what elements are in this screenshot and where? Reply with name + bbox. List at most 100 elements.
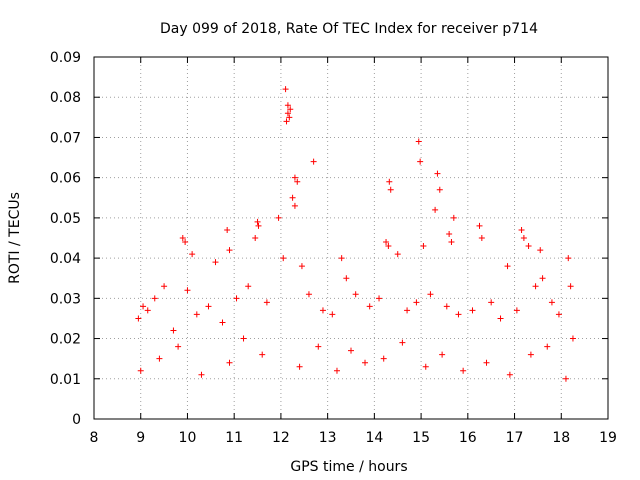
data-point — [179, 235, 186, 241]
data-point — [525, 243, 532, 250]
y-tick-label: 0.06 — [50, 171, 81, 187]
x-tick-label: 14 — [365, 430, 383, 446]
data-point — [161, 283, 168, 290]
data-point — [184, 287, 191, 294]
data-point — [446, 230, 453, 237]
data-point — [383, 239, 390, 246]
data-point — [289, 194, 296, 201]
data-point — [387, 186, 394, 193]
data-point — [280, 255, 287, 262]
data-point — [420, 243, 427, 250]
data-point — [140, 303, 147, 310]
data-point — [333, 367, 340, 374]
y-tick-label: 0.02 — [50, 332, 81, 348]
y-tick-labels: 0 0.01 0.02 0.03 0.04 0.05 0.06 0.07 0.08 0.09 — [50, 50, 81, 428]
data-point — [488, 299, 495, 306]
data-point — [417, 158, 424, 165]
data-point — [476, 222, 483, 229]
data-point — [415, 138, 422, 145]
data-point — [413, 299, 420, 306]
x-tick-label: 18 — [552, 430, 570, 446]
data-point — [144, 307, 151, 314]
data-point — [443, 303, 450, 310]
data-point — [175, 343, 182, 350]
data-point — [399, 339, 406, 346]
data-point — [385, 243, 392, 250]
data-point — [497, 315, 504, 322]
data-point — [151, 295, 158, 302]
data-point — [193, 311, 200, 318]
data-point — [315, 343, 322, 350]
grid-lines — [94, 57, 608, 419]
x-tick-label: 17 — [506, 430, 524, 446]
data-point — [506, 371, 513, 378]
data-point — [282, 86, 289, 93]
data-point — [569, 335, 576, 342]
data-point — [544, 343, 551, 350]
data-point — [455, 311, 462, 318]
data-point — [156, 355, 163, 362]
data-point — [439, 351, 446, 358]
data-point — [135, 315, 142, 322]
data-point — [532, 283, 539, 290]
data-point — [240, 335, 247, 342]
data-point — [212, 259, 219, 266]
y-tick-label: 0.01 — [50, 372, 81, 388]
data-point — [305, 291, 312, 298]
data-point — [182, 239, 189, 246]
y-tick-label: 0.03 — [50, 291, 81, 307]
data-point — [448, 239, 455, 246]
data-point — [226, 359, 233, 366]
x-tick-label: 19 — [599, 430, 617, 446]
data-point — [469, 307, 476, 314]
data-point — [348, 347, 354, 354]
x-tick-label: 8 — [90, 430, 99, 446]
data-point — [362, 359, 369, 366]
chart-title: Day 099 of 2018, Rate Of TEC Index for r… — [160, 21, 538, 37]
x-tick-label: 11 — [225, 430, 243, 446]
x-tick-label: 13 — [319, 430, 337, 446]
data-point — [252, 235, 259, 241]
data-point — [198, 371, 205, 378]
x-axis-label: GPS time / hours — [290, 459, 407, 475]
data-point — [291, 202, 298, 209]
data-point — [394, 251, 401, 258]
x-tick-label: 15 — [412, 430, 430, 446]
data-point — [338, 255, 345, 262]
data-point — [460, 367, 467, 374]
data-point — [284, 102, 291, 109]
data-point — [376, 295, 383, 302]
x-tick-label: 9 — [136, 430, 145, 446]
y-axis-label: ROTI / TECUs — [7, 192, 23, 284]
y-tick-label: 0.05 — [50, 211, 81, 227]
x-tick-label: 12 — [272, 430, 290, 446]
data-point — [259, 351, 266, 358]
data-point — [137, 367, 144, 374]
x-tick-labels: 8 9 10 11 12 13 14 15 16 17 18 19 — [90, 430, 617, 446]
data-point — [319, 307, 326, 314]
data-point — [283, 118, 290, 125]
axis-ticks — [93, 56, 609, 420]
data-point — [254, 218, 261, 225]
data-point — [343, 275, 350, 282]
data-point — [555, 311, 562, 318]
data-point — [205, 303, 212, 310]
data-point — [226, 247, 233, 254]
data-point — [275, 214, 282, 221]
data-point — [219, 319, 226, 326]
data-point — [224, 226, 231, 233]
data-point — [537, 247, 544, 254]
data-point — [565, 255, 572, 262]
y-tick-label: 0 — [72, 412, 81, 428]
data-point — [520, 235, 527, 241]
data-point — [432, 206, 439, 213]
data-point — [539, 275, 546, 282]
y-tick-label: 0.04 — [50, 251, 81, 267]
data-point — [263, 299, 270, 306]
data-point — [562, 375, 569, 382]
data-point — [548, 299, 555, 306]
data-point — [427, 291, 434, 298]
data-point — [298, 263, 305, 270]
data-point — [366, 303, 373, 310]
